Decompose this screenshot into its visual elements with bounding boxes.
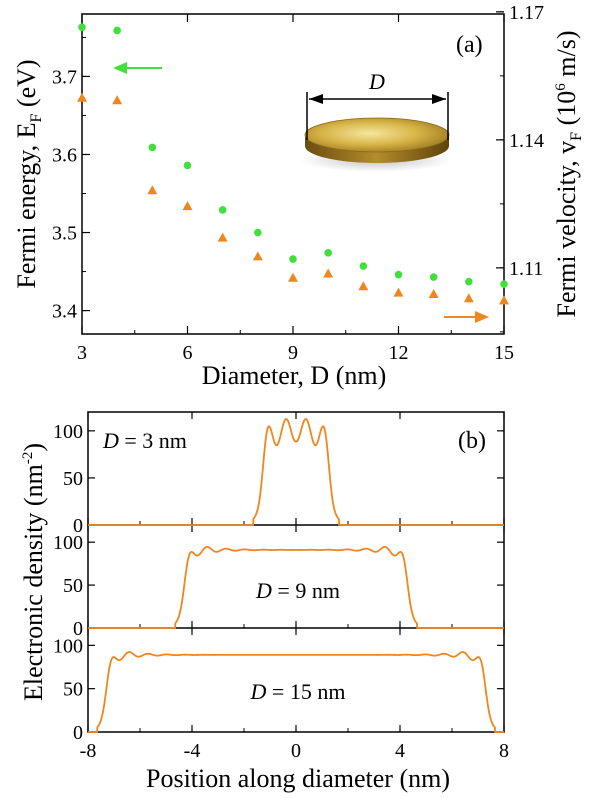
b-y-tick-label: 100 xyxy=(53,532,83,554)
fermi-velocity-point xyxy=(288,272,298,282)
b-x-tick-label: 4 xyxy=(395,740,405,762)
b-x-tick-label: 0 xyxy=(291,740,301,762)
fermi-velocity-point xyxy=(323,268,334,278)
fermi-energy-point xyxy=(465,277,473,286)
panel-a-x-ticks: 3 6 9 12 15 xyxy=(77,14,514,364)
fermi-velocity-point xyxy=(358,281,369,291)
fermi-velocity-point xyxy=(393,287,404,297)
b-y-tick-label: 0 xyxy=(73,722,83,744)
panel-a-label: (a) xyxy=(456,32,483,58)
inset-diameter-label: D xyxy=(368,69,385,94)
fermi-velocity-point xyxy=(147,185,158,195)
fermi-energy-point xyxy=(78,23,86,32)
fermi-velocity-point xyxy=(252,251,263,261)
subplot-2-label: D = 9 nm xyxy=(255,578,340,603)
gold-disc-picture xyxy=(300,117,452,172)
panel-a-frame xyxy=(81,13,505,335)
fermi-energy-point xyxy=(500,280,508,288)
fermi-energy-point xyxy=(218,206,227,214)
fermi-velocity-point xyxy=(499,295,509,305)
a-left-y-tick-label: 3.4 xyxy=(52,301,77,323)
fermi-velocity-point xyxy=(112,95,123,105)
panel-a-markers xyxy=(77,23,509,305)
a-left-y-tick-label: 3.6 xyxy=(52,144,77,166)
panel-b-label: (b) xyxy=(458,428,486,454)
fermi-energy-point xyxy=(394,270,403,279)
fermi-energy-point xyxy=(113,26,121,35)
fermi-energy-point xyxy=(324,249,332,257)
panel-a-left-y-axis-title: Fermi energy, EF (eV) xyxy=(12,59,45,288)
b-x-tick-label: 8 xyxy=(499,740,509,762)
b-y-tick-label: 100 xyxy=(53,421,83,443)
a-right-y-tick-label: 1.17 xyxy=(509,2,544,24)
panel-b-x-axis-title: Position along diameter (nm) xyxy=(146,764,450,793)
panel-a-right-y-ticks: 1.11 1.14 1.17 xyxy=(496,2,544,333)
a-left-y-tick-label: 3.7 xyxy=(52,66,77,88)
a-x-tick-label: 6 xyxy=(183,342,193,364)
fermi-velocity-point xyxy=(182,201,193,211)
b-y-tick-label: 0 xyxy=(73,515,83,537)
b-y-tick-label: 50 xyxy=(63,468,83,490)
a-x-tick-label: 15 xyxy=(494,342,514,364)
fermi-velocity-point xyxy=(428,288,439,298)
b-y-tick-label: 100 xyxy=(53,635,83,657)
a-left-y-tick-label: 3.5 xyxy=(52,223,77,245)
a-x-tick-label: 3 xyxy=(77,342,87,364)
orange-arrow xyxy=(444,311,489,323)
density-curve xyxy=(88,545,504,629)
fermi-energy-point xyxy=(429,273,438,281)
density-curve xyxy=(88,418,504,526)
b-y-tick-label: 50 xyxy=(63,679,83,701)
fermi-velocity-point xyxy=(77,92,87,102)
b-y-tick-label: 0 xyxy=(73,618,83,640)
panel-a-left-y-ticks: 3.4 3.5 3.6 3.7 xyxy=(52,36,90,323)
fermi-energy-point xyxy=(359,262,368,270)
panel-a-x-axis-title: Diameter, D (nm) xyxy=(202,361,387,390)
subplot-1-label: D = 3 nm xyxy=(102,428,187,453)
a-right-y-tick-label: 1.11 xyxy=(509,258,543,280)
density-curve xyxy=(88,651,504,733)
panel-a: 3 6 9 12 15 3.43.53.63.7 1.111.141.17 D (a xyxy=(12,2,585,390)
b-x-tick-label: -8 xyxy=(80,740,97,762)
b-x-tick-label: -4 xyxy=(184,740,201,762)
panel-b-y-axis-title: Electronic density (nm-2) xyxy=(19,443,48,701)
b-y-tick-label: 50 xyxy=(63,575,83,597)
fermi-energy-point xyxy=(289,255,297,263)
fermi-energy-point xyxy=(148,143,157,152)
a-right-y-tick-label: 1.14 xyxy=(509,130,544,152)
fermi-velocity-point xyxy=(217,232,228,242)
green-arrow xyxy=(113,62,162,74)
panel-a-right-y-axis-title: Fermi velocity, vF (106 m/s) xyxy=(552,31,585,318)
subplot-3-label: D = 15 nm xyxy=(250,679,346,704)
fermi-energy-point xyxy=(183,161,192,170)
fermi-energy-point xyxy=(254,228,262,237)
a-x-tick-label: 9 xyxy=(288,342,298,364)
panel-b-curves xyxy=(88,418,504,733)
diameter-marker: D xyxy=(306,69,449,140)
a-x-tick-label: 12 xyxy=(389,342,409,364)
fermi-velocity-point xyxy=(463,293,474,303)
